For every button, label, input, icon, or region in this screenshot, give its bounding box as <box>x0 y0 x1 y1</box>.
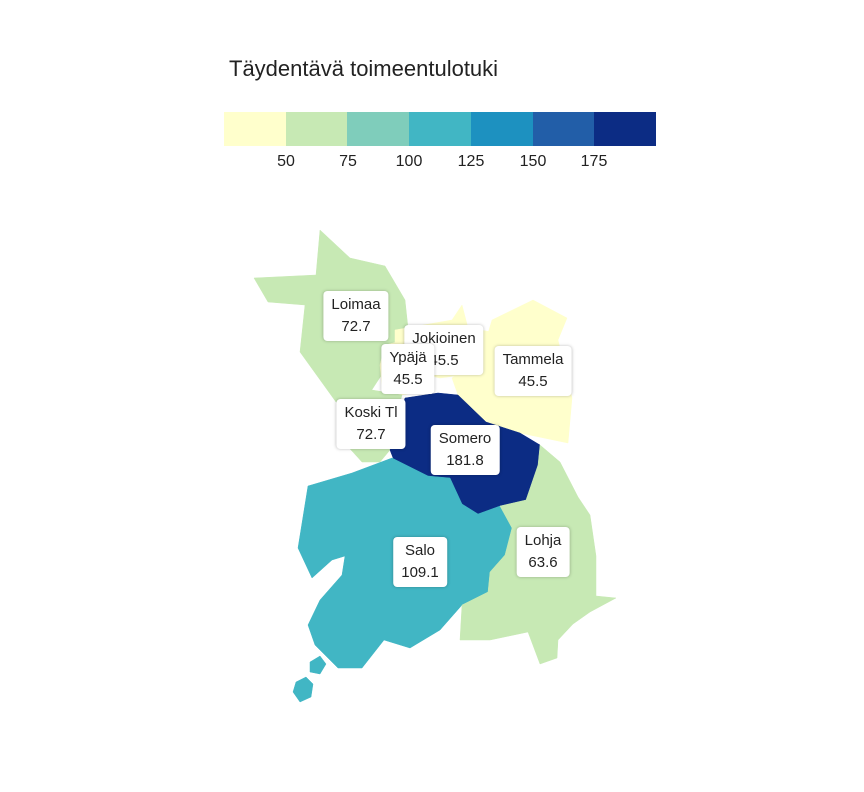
legend-tick: 125 <box>457 153 485 170</box>
label-jokioinen: Jokioinen 45.5 <box>404 325 484 375</box>
label-salo: Salo 109.1 <box>393 537 447 587</box>
region-name: Loimaa <box>331 296 381 313</box>
region-value: 72.7 <box>356 426 386 443</box>
legend-tick: 175 <box>580 153 608 170</box>
legend-swatch <box>532 112 595 146</box>
label-ypaja: Ypäjä 45.5 <box>381 344 435 394</box>
region-salo-island <box>309 655 327 675</box>
label-loimaa: Loimaa 72.7 <box>323 291 389 341</box>
label-tammela: Tammela 45.5 <box>494 346 572 396</box>
region-salo-island <box>292 676 314 703</box>
legend-swatch <box>594 112 657 146</box>
legend-tick: 150 <box>519 153 547 170</box>
region-name: Somero <box>438 430 492 447</box>
legend-swatch <box>347 112 410 146</box>
label-koski-tl: Koski Tl 72.7 <box>336 399 406 449</box>
region-name: Lohja <box>524 532 562 549</box>
region-value: 72.7 <box>341 318 371 335</box>
region-name: Jokioinen <box>412 330 476 347</box>
region-name: Koski Tl <box>344 404 398 421</box>
region-value: 45.5 <box>518 373 548 390</box>
legend-tick: 100 <box>395 153 423 170</box>
label-somero: Somero 181.8 <box>430 425 500 475</box>
region-value: 109.1 <box>401 564 439 581</box>
region-value: 45.5 <box>429 352 459 369</box>
region-name: Tammela <box>502 351 564 368</box>
legend-colorbar <box>224 112 657 146</box>
region-name: Ypäjä <box>389 349 427 366</box>
legend-swatch <box>224 112 286 146</box>
legend-tick: 75 <box>339 153 357 170</box>
region-value: 63.6 <box>528 554 558 571</box>
legend-swatch <box>285 112 348 146</box>
label-lohja: Lohja 63.6 <box>516 527 570 577</box>
legend-swatch <box>470 112 533 146</box>
region-value: 45.5 <box>393 371 423 388</box>
legend-title: Täydentävä toimeentulotuki <box>229 56 499 81</box>
region-name: Salo <box>404 542 436 559</box>
legend-swatch <box>409 112 471 146</box>
legend-tick: 50 <box>277 153 295 170</box>
region-value: 181.8 <box>446 452 484 469</box>
